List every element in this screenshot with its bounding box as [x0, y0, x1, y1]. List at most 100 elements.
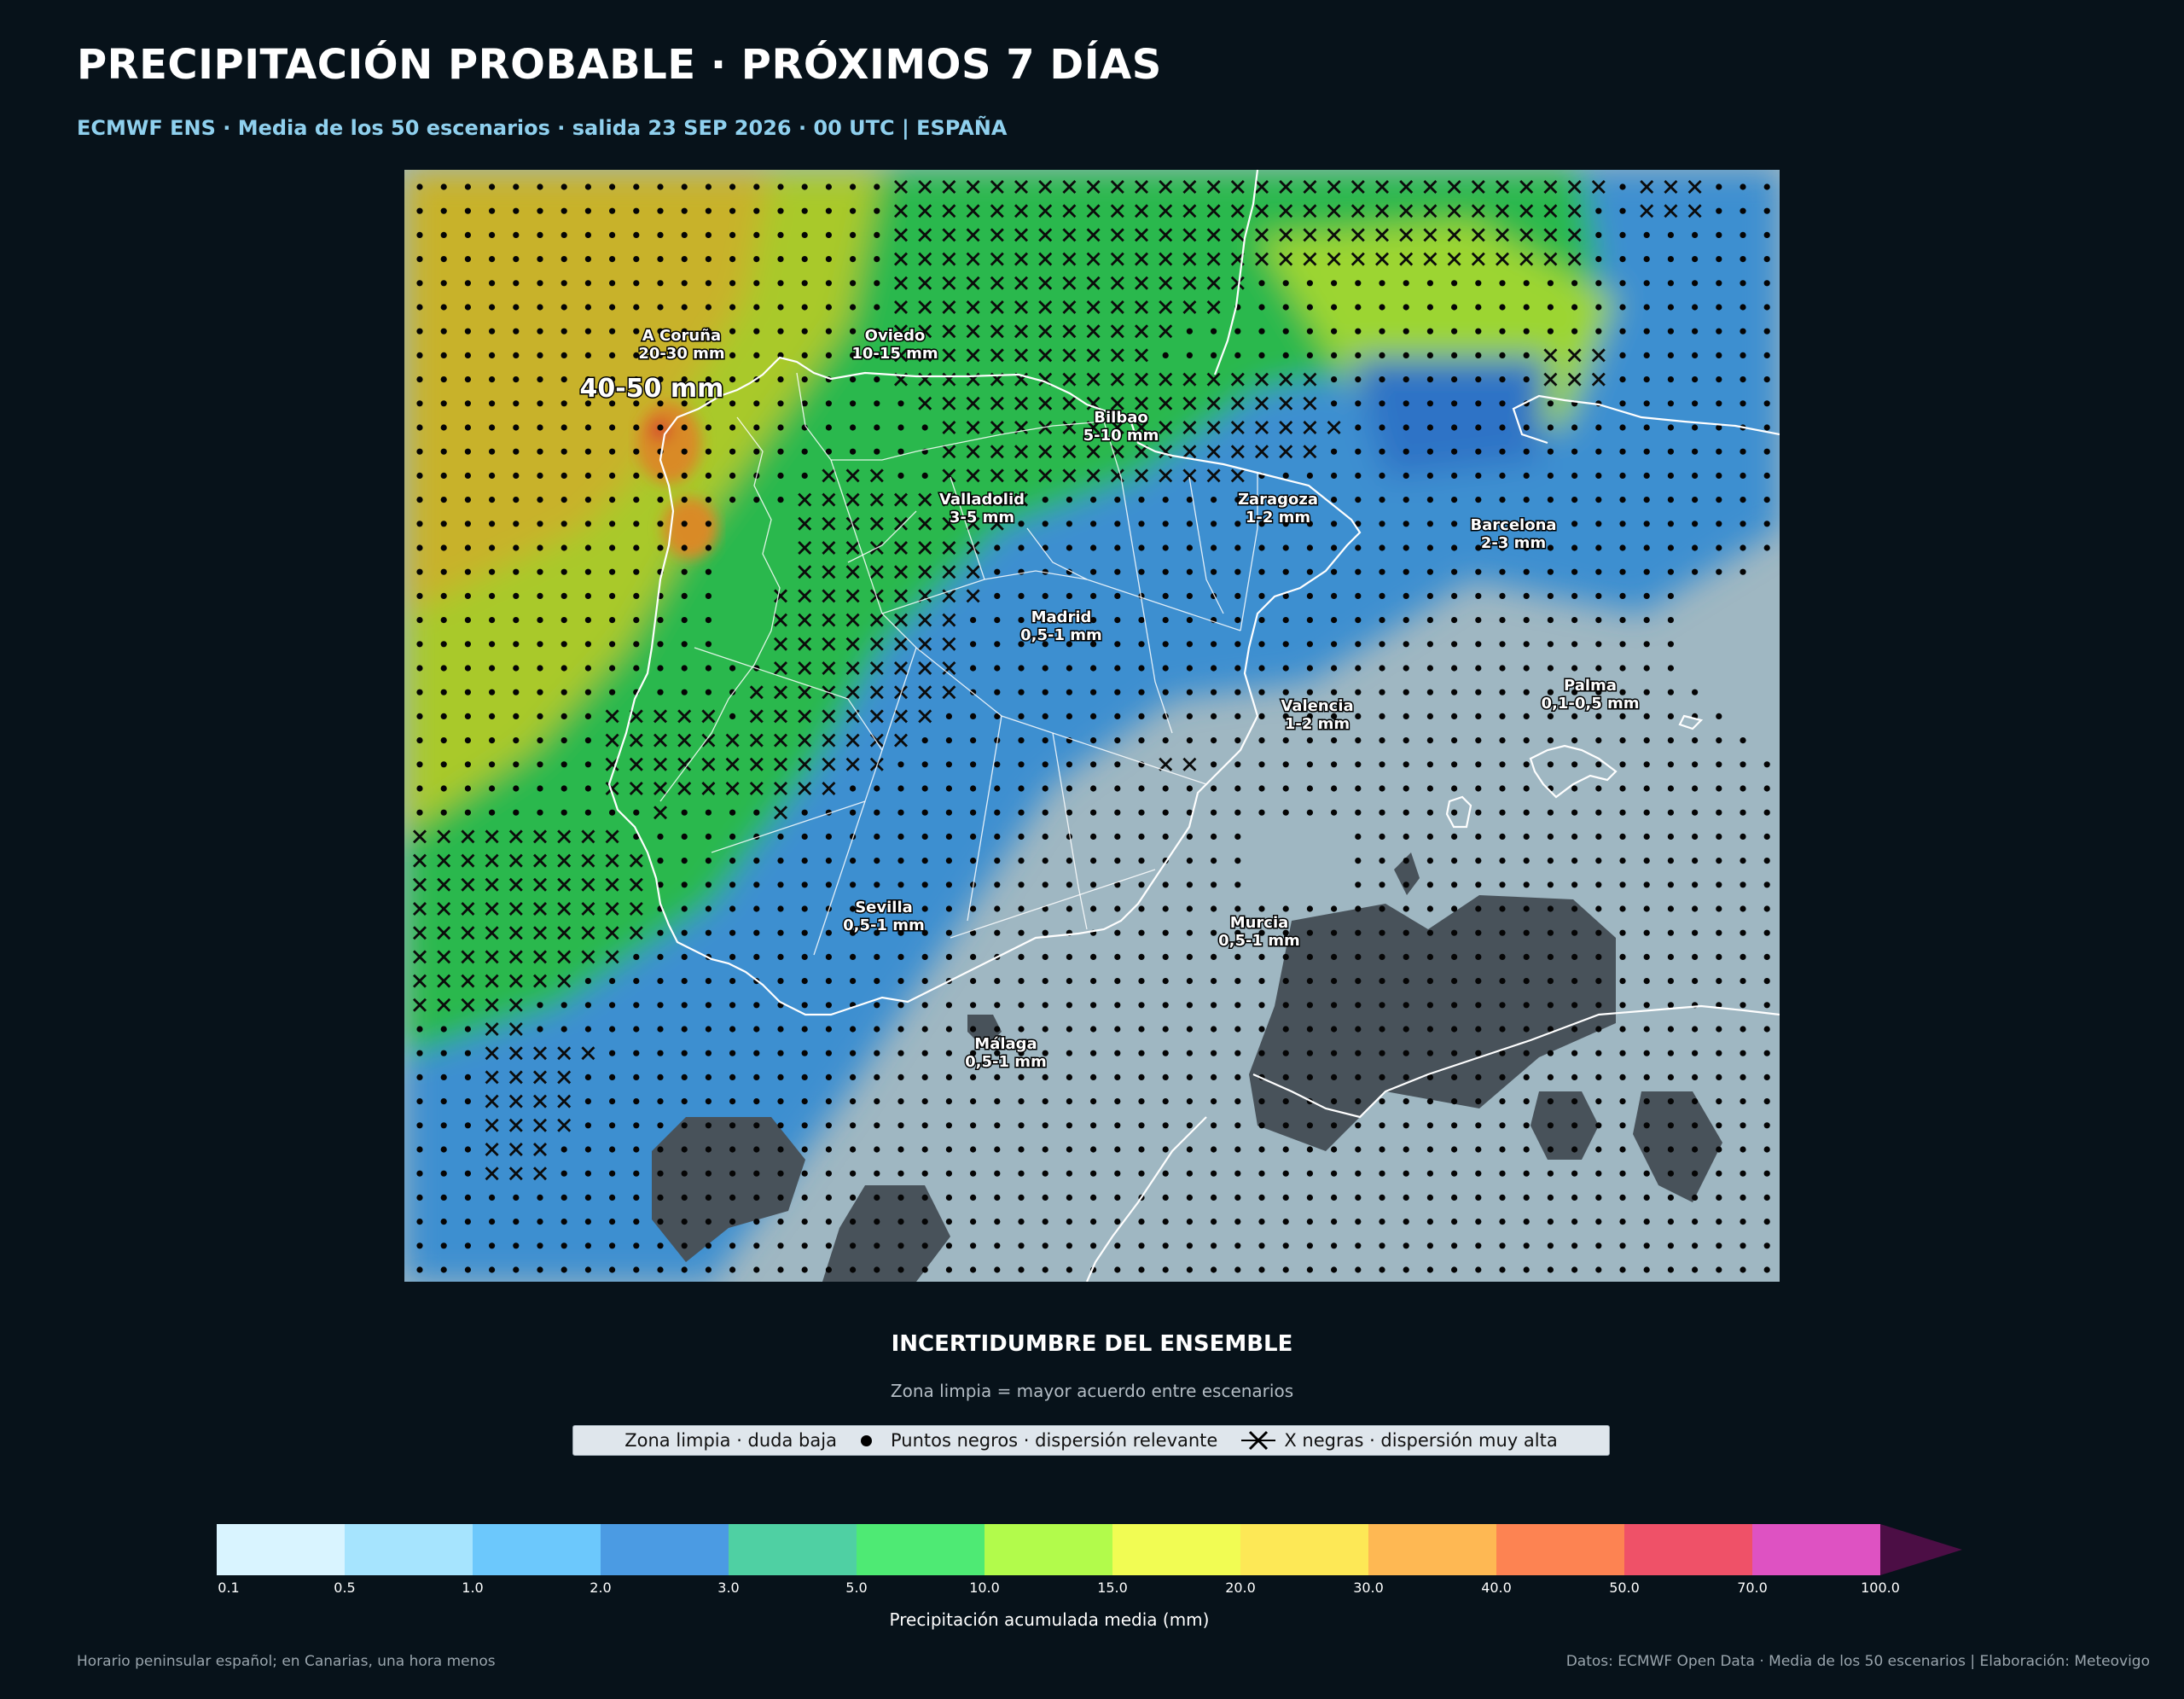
uncertainty-dot: [1114, 641, 1121, 648]
city-value: 5-10 mm: [1083, 427, 1159, 445]
colorbar-segment: [1752, 1524, 1880, 1575]
uncertainty-dot: [681, 858, 688, 864]
uncertainty-dot: [1667, 352, 1674, 358]
uncertainty-dot: [1667, 809, 1674, 816]
precipitation-map[interactable]: A Coruña 20-30 mm Oviedo 10-15 mm Bilbao 5-10…: [404, 170, 1780, 1282]
uncertainty-dot: [1234, 1219, 1241, 1225]
uncertainty-dot: [1716, 472, 1722, 479]
uncertainty-dot: [1571, 448, 1578, 455]
uncertainty-cross: [1182, 300, 1197, 314]
uncertainty-dot: [1692, 424, 1699, 431]
uncertainty-dot: [850, 978, 857, 985]
uncertainty-dot: [1331, 929, 1338, 936]
uncertainty-dot: [705, 1242, 712, 1249]
uncertainty-dot: [633, 328, 640, 335]
uncertainty-cross: [1640, 204, 1654, 218]
uncertainty-dot: [416, 280, 423, 287]
uncertainty-dot: [850, 785, 857, 792]
uncertainty-dot: [777, 231, 784, 238]
uncertainty-dot: [1018, 1002, 1025, 1009]
uncertainty-dot: [1379, 905, 1385, 912]
uncertainty-dot: [777, 1266, 784, 1273]
uncertainty-dot: [1763, 280, 1770, 287]
uncertainty-cross: [1687, 204, 1702, 218]
uncertainty-dot: [970, 785, 977, 792]
uncertainty-cross: [942, 541, 956, 555]
uncertainty-dot: [1114, 665, 1121, 672]
uncertainty-cross: [1062, 300, 1077, 314]
uncertainty-dot: [1379, 761, 1385, 768]
uncertainty-dot: [1499, 1122, 1506, 1129]
uncertainty-dot: [1619, 905, 1626, 912]
uncertainty-dot: [850, 809, 857, 816]
uncertainty-dot: [729, 231, 736, 238]
uncertainty-dot: [440, 1122, 447, 1129]
uncertainty-dot: [1763, 809, 1770, 816]
uncertainty-dot: [1740, 256, 1746, 263]
uncertainty-dot: [705, 905, 712, 912]
uncertainty-dot: [537, 689, 543, 695]
uncertainty-cross: [1255, 372, 1269, 387]
uncertainty-cross: [437, 829, 451, 844]
uncertainty-dot: [681, 1242, 688, 1249]
uncertainty-dot: [681, 1098, 688, 1105]
uncertainty-dot: [1403, 1122, 1409, 1129]
uncertainty-cross: [461, 902, 475, 916]
uncertainty-dot: [513, 280, 520, 287]
uncertainty-dot: [440, 328, 447, 335]
uncertainty-dot: [464, 1026, 471, 1033]
uncertainty-dot: [1426, 641, 1433, 648]
city-name: Madrid: [1031, 608, 1092, 626]
uncertainty-dot: [801, 905, 808, 912]
uncertainty-dot: [1379, 1194, 1385, 1201]
uncertainty-dot: [1066, 1194, 1072, 1201]
uncertainty-dot: [584, 400, 591, 407]
uncertainty-dot: [1282, 737, 1289, 744]
uncertainty-dot: [1523, 1026, 1530, 1033]
uncertainty-dot: [705, 424, 712, 431]
uncertainty-dot: [1499, 376, 1506, 383]
uncertainty-dot: [1595, 882, 1602, 888]
uncertainty-dot: [1643, 1219, 1650, 1225]
uncertainty-dot: [753, 1170, 760, 1177]
uncertainty-dot: [1643, 665, 1650, 672]
uncertainty-dot: [1138, 978, 1145, 985]
uncertainty-dot: [1692, 400, 1699, 407]
uncertainty-dot: [1379, 592, 1385, 599]
uncertainty-dot: [489, 231, 496, 238]
uncertainty-dot: [1331, 1050, 1338, 1056]
uncertainty-dot: [681, 1122, 688, 1129]
uncertainty-dot: [1667, 833, 1674, 841]
uncertainty-dot: [897, 929, 904, 936]
uncertainty-dot: [1426, 1026, 1433, 1033]
uncertainty-dot: [609, 448, 616, 455]
uncertainty-dot: [874, 207, 880, 214]
uncertainty-cross: [605, 733, 619, 748]
uncertainty-dot: [1355, 521, 1362, 527]
uncertainty-dot: [1138, 689, 1145, 695]
uncertainty-dot: [1403, 1002, 1409, 1009]
uncertainty-dot: [1716, 1074, 1722, 1080]
uncertainty-dot: [416, 641, 423, 648]
uncertainty-dot: [633, 978, 640, 985]
uncertainty-dot: [1523, 1219, 1530, 1225]
uncertainty-dot: [513, 617, 520, 624]
uncertainty-dot: [633, 953, 640, 960]
uncertainty-dot: [1379, 809, 1385, 816]
uncertainty-dot: [729, 953, 736, 960]
uncertainty-cross: [413, 877, 427, 892]
uncertainty-dot: [1186, 905, 1193, 912]
uncertainty-dot: [1571, 858, 1578, 864]
uncertainty-dot: [1716, 1266, 1722, 1273]
uncertainty-dot: [537, 544, 543, 551]
uncertainty-dot: [1740, 231, 1746, 238]
uncertainty-dot: [464, 400, 471, 407]
uncertainty-dot: [1426, 280, 1433, 287]
uncertainty-dot: [777, 1074, 784, 1080]
uncertainty-dot: [1667, 1146, 1674, 1153]
uncertainty-cross: [1350, 204, 1365, 218]
uncertainty-dot: [897, 761, 904, 768]
colorbar-tick: 0.1: [218, 1580, 239, 1592]
uncertainty-dot: [1331, 1266, 1338, 1273]
uncertainty-dot: [1740, 785, 1746, 792]
